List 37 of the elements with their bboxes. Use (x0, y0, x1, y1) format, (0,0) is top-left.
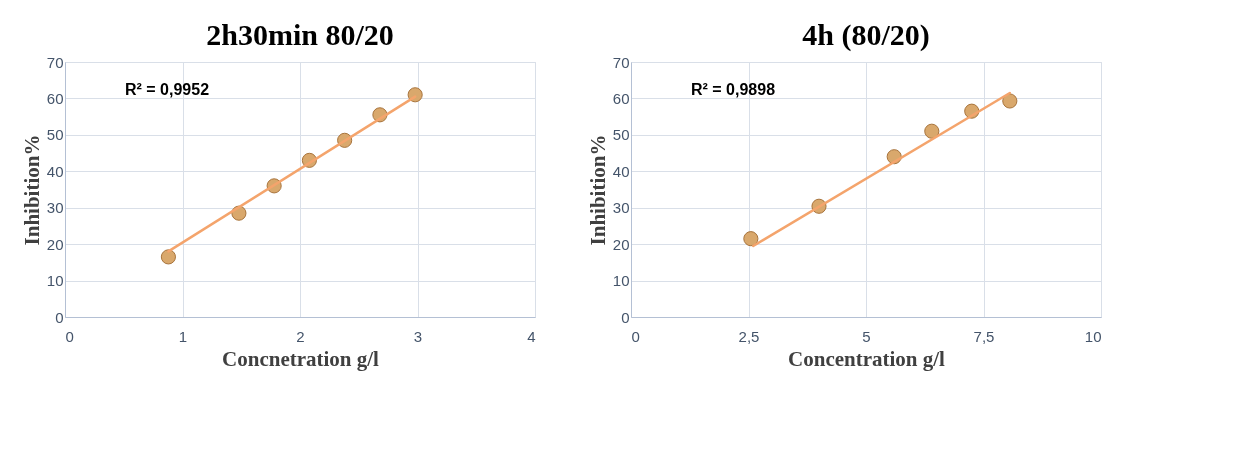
point (407, 87, 423, 103)
x-tick-label: 7,5 (973, 327, 995, 345)
x-tick-label: 2 (296, 327, 305, 345)
x-axis-title: Concentration g/l (788, 346, 946, 371)
y-tick-label: 40 (612, 162, 630, 180)
x-tick-label: 1 (178, 327, 188, 345)
y-tick-label: 70 (612, 53, 630, 71)
y-tick-label: 40 (46, 162, 64, 180)
y-tick-label: 20 (46, 235, 64, 253)
x-axis-title: Concnetration g/l (222, 346, 380, 371)
chart-title: 2h30min 80/20 (206, 18, 394, 51)
y-tick-label: 0 (621, 308, 630, 326)
chart-title: 4h (80/20) (802, 18, 930, 52)
x-tick-label: 4 (527, 327, 536, 345)
point (160, 249, 176, 265)
x-tick-label: 5 (862, 327, 871, 345)
annotation: R² = 0,9898 (691, 81, 776, 98)
y-tick-label: 60 (46, 89, 64, 107)
y-tick-label: 0 (55, 308, 64, 326)
y-axis-title: Inhibition% (19, 134, 44, 246)
y-tick-label: 30 (46, 199, 64, 217)
y-axis-title: Inhibition% (585, 134, 610, 246)
y-tick-label: 70 (46, 53, 64, 71)
x-tick-label: 2,5 (738, 327, 760, 345)
point (743, 231, 759, 247)
x-tick-label: 3 (413, 327, 423, 345)
point (1002, 93, 1018, 109)
y-tick-label: 30 (612, 199, 630, 217)
y-tick-label: 20 (612, 235, 630, 253)
y-tick-label: 60 (612, 89, 630, 107)
y-tick-label: 50 (46, 126, 64, 144)
y-tick-label: 10 (612, 272, 630, 290)
x-tick-label: 10 (1084, 327, 1102, 345)
y-tick-label: 10 (46, 272, 64, 290)
point (924, 123, 940, 139)
y-tick-label: 50 (612, 126, 630, 144)
annotation: R² = 0,9952 (125, 81, 210, 98)
